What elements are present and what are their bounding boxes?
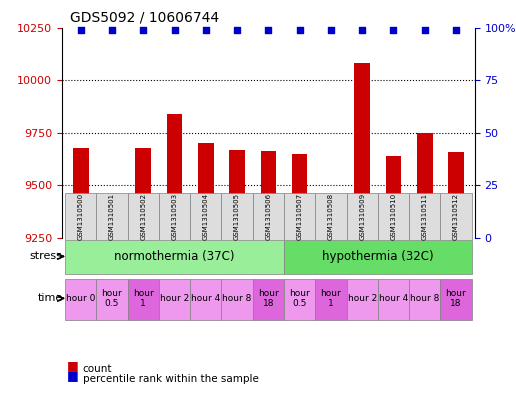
FancyBboxPatch shape xyxy=(221,193,253,240)
Point xyxy=(296,26,304,33)
Bar xyxy=(198,143,214,238)
FancyBboxPatch shape xyxy=(440,279,472,320)
Text: GSM1310507: GSM1310507 xyxy=(297,193,302,240)
Point xyxy=(76,26,85,33)
Text: hour 2: hour 2 xyxy=(160,294,189,303)
FancyBboxPatch shape xyxy=(96,193,127,240)
FancyBboxPatch shape xyxy=(190,279,221,320)
FancyBboxPatch shape xyxy=(284,279,315,320)
FancyBboxPatch shape xyxy=(315,279,347,320)
Text: normothermia (37C): normothermia (37C) xyxy=(114,250,235,263)
FancyBboxPatch shape xyxy=(65,240,284,274)
FancyBboxPatch shape xyxy=(284,240,472,274)
FancyBboxPatch shape xyxy=(253,193,284,240)
Point xyxy=(233,26,241,33)
Bar xyxy=(73,147,89,238)
FancyBboxPatch shape xyxy=(409,193,440,240)
Text: time: time xyxy=(37,293,62,303)
Point xyxy=(108,26,116,33)
Bar xyxy=(417,133,432,238)
Point xyxy=(170,26,179,33)
Text: GSM1310509: GSM1310509 xyxy=(359,193,365,240)
Text: GSM1310500: GSM1310500 xyxy=(78,193,84,240)
Point xyxy=(327,26,335,33)
FancyBboxPatch shape xyxy=(315,193,347,240)
Bar xyxy=(135,147,151,238)
FancyBboxPatch shape xyxy=(440,193,472,240)
FancyBboxPatch shape xyxy=(284,193,315,240)
Bar xyxy=(292,154,308,238)
Text: GDS5092 / 10606744: GDS5092 / 10606744 xyxy=(70,11,219,25)
FancyBboxPatch shape xyxy=(409,279,440,320)
Text: stress: stress xyxy=(30,252,62,261)
Text: hypothermia (32C): hypothermia (32C) xyxy=(322,250,433,263)
Text: GSM1310505: GSM1310505 xyxy=(234,193,240,240)
Bar xyxy=(323,232,338,238)
Bar xyxy=(385,156,401,238)
FancyBboxPatch shape xyxy=(378,193,409,240)
FancyBboxPatch shape xyxy=(127,279,159,320)
FancyBboxPatch shape xyxy=(65,279,96,320)
Text: ■: ■ xyxy=(67,360,79,373)
Text: GSM1310506: GSM1310506 xyxy=(265,193,271,240)
Bar xyxy=(354,63,370,238)
FancyBboxPatch shape xyxy=(221,279,253,320)
Text: ■: ■ xyxy=(67,369,79,382)
Text: hour 4: hour 4 xyxy=(379,294,408,303)
Bar xyxy=(448,152,464,238)
FancyBboxPatch shape xyxy=(159,279,190,320)
Point xyxy=(264,26,272,33)
FancyBboxPatch shape xyxy=(96,279,127,320)
FancyBboxPatch shape xyxy=(378,279,409,320)
FancyBboxPatch shape xyxy=(127,193,159,240)
Text: hour 8: hour 8 xyxy=(222,294,252,303)
Bar xyxy=(167,114,182,238)
Text: hour
0.5: hour 0.5 xyxy=(289,289,310,308)
Text: GSM1310502: GSM1310502 xyxy=(140,193,146,240)
Text: GSM1310503: GSM1310503 xyxy=(171,193,178,240)
Text: GSM1310510: GSM1310510 xyxy=(391,193,396,240)
Text: hour
1: hour 1 xyxy=(133,289,154,308)
Bar xyxy=(229,150,245,238)
Text: percentile rank within the sample: percentile rank within the sample xyxy=(83,374,259,384)
Text: hour 4: hour 4 xyxy=(191,294,220,303)
Point xyxy=(452,26,460,33)
Bar xyxy=(261,151,276,238)
Bar xyxy=(104,219,120,238)
Text: count: count xyxy=(83,364,112,375)
Point xyxy=(139,26,148,33)
Text: GSM1310504: GSM1310504 xyxy=(203,193,209,240)
FancyBboxPatch shape xyxy=(347,193,378,240)
Text: GSM1310501: GSM1310501 xyxy=(109,193,115,240)
FancyBboxPatch shape xyxy=(253,279,284,320)
Text: hour
1: hour 1 xyxy=(320,289,341,308)
Text: hour
0.5: hour 0.5 xyxy=(102,289,122,308)
Point xyxy=(421,26,429,33)
Text: hour
18: hour 18 xyxy=(258,289,279,308)
Text: hour 0: hour 0 xyxy=(66,294,95,303)
Text: GSM1310508: GSM1310508 xyxy=(328,193,334,240)
Text: GSM1310512: GSM1310512 xyxy=(453,193,459,240)
FancyBboxPatch shape xyxy=(159,193,190,240)
Point xyxy=(202,26,210,33)
Text: GSM1310511: GSM1310511 xyxy=(422,193,428,240)
FancyBboxPatch shape xyxy=(347,279,378,320)
Text: hour
18: hour 18 xyxy=(446,289,466,308)
Text: hour 2: hour 2 xyxy=(347,294,377,303)
Point xyxy=(358,26,366,33)
FancyBboxPatch shape xyxy=(65,193,96,240)
Point xyxy=(389,26,397,33)
FancyBboxPatch shape xyxy=(190,193,221,240)
Text: hour 8: hour 8 xyxy=(410,294,439,303)
